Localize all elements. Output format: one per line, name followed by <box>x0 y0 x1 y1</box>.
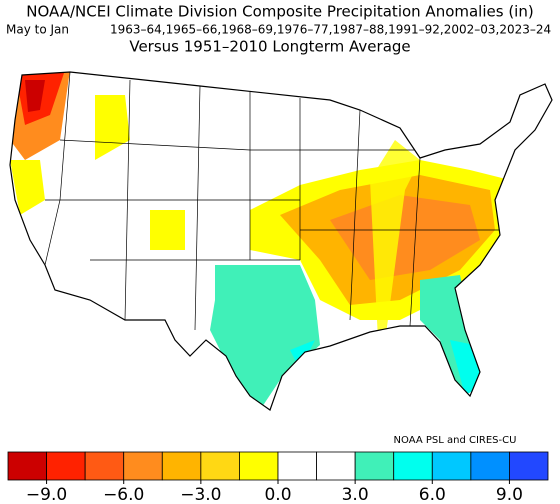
period: May to Jan <box>6 23 69 37</box>
colorbar: −9.0 −6.0 −3.0 0.0 3.0 6.0 9.0 <box>7 451 549 504</box>
colorbar-tick-label: 3.0 <box>342 485 369 504</box>
colorbar-bin <box>470 451 510 481</box>
colorbar-bin <box>354 451 395 481</box>
colorbar-bin <box>277 451 317 481</box>
subtitle: Versus 1951–2010 Longterm Average <box>129 38 410 56</box>
colorbar-bin <box>431 451 472 481</box>
region <box>95 95 130 160</box>
colorbar-bin <box>509 451 549 481</box>
credit: NOAA PSL and CIRES-CU <box>394 435 517 446</box>
colorbar-tick-label: 6.0 <box>419 485 446 504</box>
region <box>25 80 45 112</box>
colorbar-bin <box>46 451 86 481</box>
years: 1963–64,1965–66,1968–69,1976–77,1987–88,… <box>110 23 551 37</box>
colorbar-bin <box>161 451 202 481</box>
region <box>210 265 320 410</box>
colorbar-bin <box>200 451 240 481</box>
title: NOAA/NCEI Climate Division Composite Pre… <box>26 3 533 21</box>
region <box>10 160 45 215</box>
colorbar-tick-label: −9.0 <box>26 485 67 504</box>
map <box>10 72 552 410</box>
region <box>330 195 480 280</box>
colorbar-bin <box>239 451 279 481</box>
region <box>370 140 420 380</box>
colorbar-tick-label: −3.0 <box>180 485 221 504</box>
colorbar-bin <box>316 451 356 481</box>
colorbar-tick-label: −6.0 <box>103 485 144 504</box>
colorbar-bin <box>7 451 47 481</box>
colorbar-bin <box>393 451 433 481</box>
colorbar-tick-label: 9.0 <box>496 485 523 504</box>
colorbar-bin <box>123 451 163 481</box>
region <box>150 210 185 250</box>
colorbar-tick-label: 0.0 <box>264 485 291 504</box>
colorbar-bin <box>84 451 125 481</box>
borders <box>44 72 500 331</box>
